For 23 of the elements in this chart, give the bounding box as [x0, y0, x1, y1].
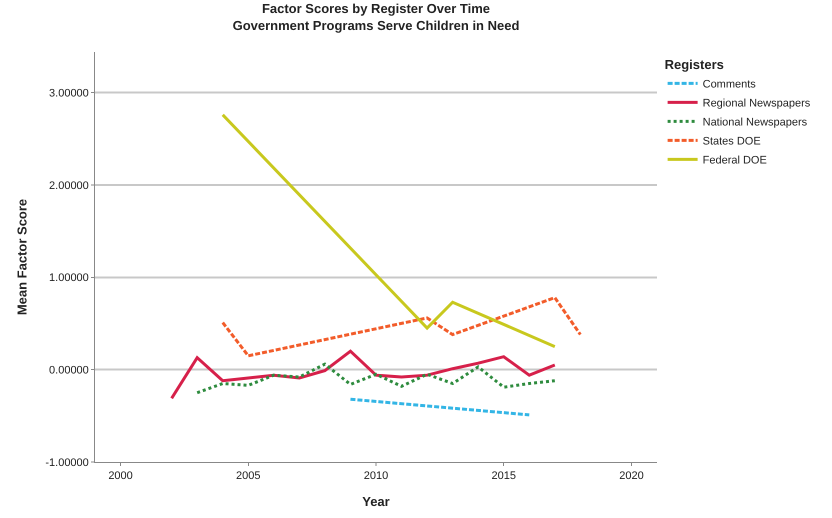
- y-tick-label: 1.00000: [49, 272, 89, 284]
- line-series: [221, 113, 556, 348]
- legend-title: Registers: [664, 56, 724, 72]
- x-tick-label: 2015: [491, 470, 516, 482]
- legend-label: States DOE: [702, 136, 761, 148]
- x-tick-label: 2020: [619, 470, 644, 482]
- legend-label: Regional Newspapers: [702, 98, 811, 110]
- legend-label: National Newspapers: [702, 116, 808, 129]
- y-tick-label: -1.00000: [45, 456, 89, 469]
- y-tick-label: 3.00000: [49, 87, 89, 100]
- chart-title: Factor Scores by Register Over Time Government Programs Serve Children in Need: [232, 0, 520, 33]
- line-series: [170, 350, 556, 400]
- x-tick-label: 2000: [108, 470, 133, 482]
- line-series: [196, 362, 556, 394]
- y-axis-title: Mean Factor Score: [14, 198, 30, 316]
- legend-label: Federal DOE: [702, 154, 767, 167]
- y-tick-label: 2.00000: [49, 180, 89, 192]
- y-tick-label: 0.00000: [49, 364, 89, 377]
- line-series: [221, 296, 582, 358]
- x-tick-label: 2005: [236, 470, 261, 482]
- x-tick-label: 2010: [364, 470, 388, 482]
- x-axis-title: Year: [362, 494, 390, 509]
- legend-label: Comments: [702, 78, 756, 91]
